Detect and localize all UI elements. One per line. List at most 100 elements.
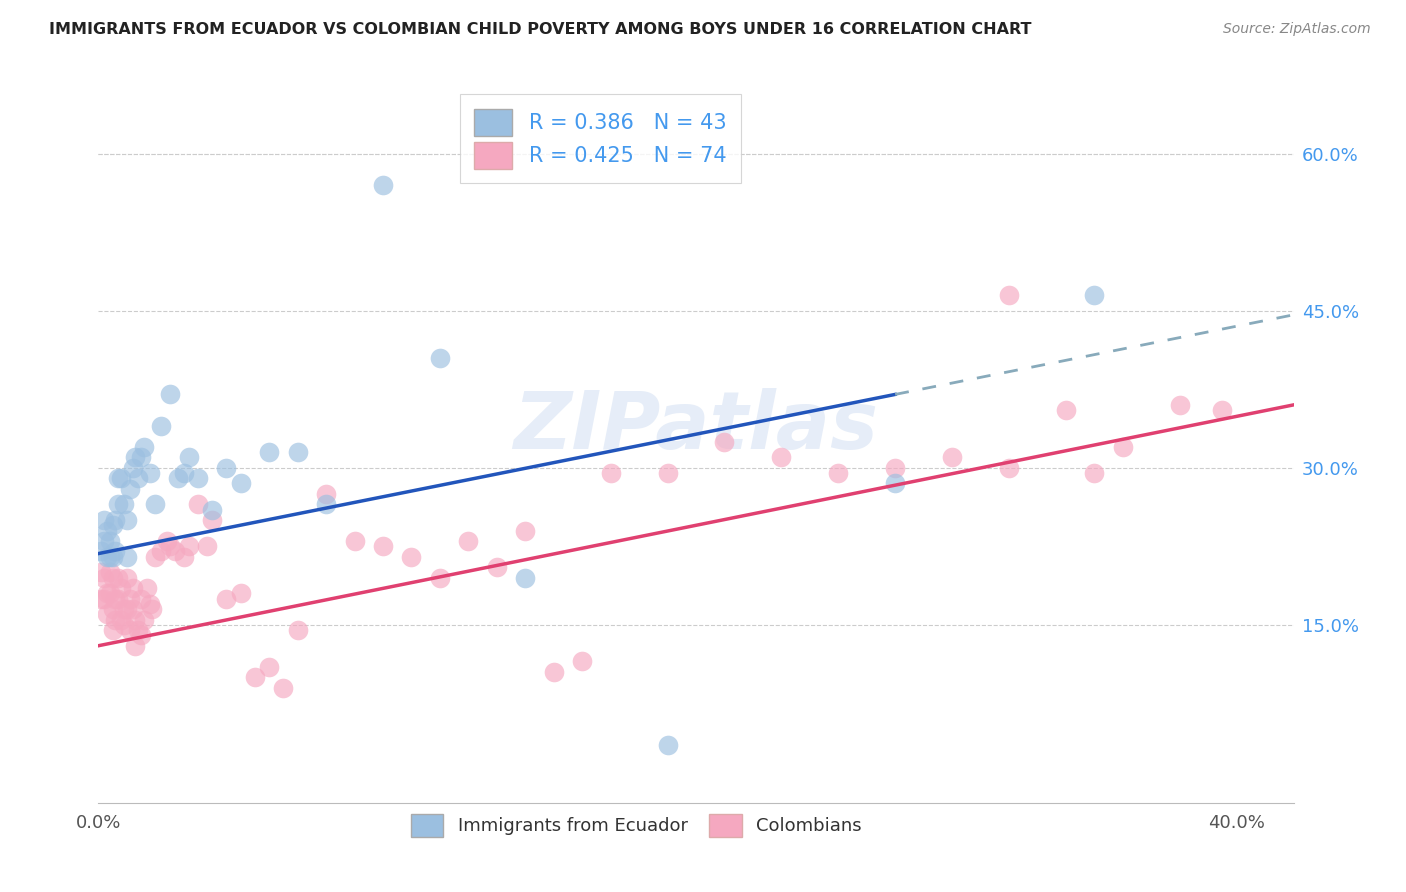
Point — [124, 613, 146, 627]
Point — [287, 623, 309, 637]
Point — [90, 544, 112, 558]
Point — [98, 566, 121, 580]
Point — [101, 549, 124, 564]
Point — [315, 487, 337, 501]
Point — [884, 476, 907, 491]
Point — [150, 418, 173, 433]
Point — [124, 639, 146, 653]
Point — [343, 534, 366, 549]
Point — [96, 586, 118, 600]
Point — [129, 450, 152, 465]
Point — [112, 617, 135, 632]
Point — [141, 602, 163, 616]
Point — [121, 581, 143, 595]
Point — [257, 659, 280, 673]
Text: ZIPatlas: ZIPatlas — [513, 388, 879, 467]
Point — [1168, 398, 1191, 412]
Point — [457, 534, 479, 549]
Point — [138, 466, 160, 480]
Point — [129, 628, 152, 642]
Point — [129, 591, 152, 606]
Point — [107, 571, 129, 585]
Point — [118, 623, 141, 637]
Point — [127, 623, 149, 637]
Point — [229, 476, 252, 491]
Point — [101, 602, 124, 616]
Point — [115, 571, 138, 585]
Point — [96, 524, 118, 538]
Point — [110, 613, 132, 627]
Point — [104, 613, 127, 627]
Point — [101, 623, 124, 637]
Point — [93, 534, 115, 549]
Point — [429, 571, 451, 585]
Point — [243, 670, 266, 684]
Point — [93, 571, 115, 585]
Point — [121, 460, 143, 475]
Point — [179, 539, 201, 553]
Point — [107, 591, 129, 606]
Point — [599, 466, 621, 480]
Point — [110, 471, 132, 485]
Point — [884, 460, 907, 475]
Point — [998, 460, 1021, 475]
Point — [165, 544, 187, 558]
Point — [429, 351, 451, 365]
Point — [1112, 440, 1135, 454]
Point — [657, 466, 679, 480]
Point — [371, 539, 394, 553]
Point — [107, 497, 129, 511]
Point — [98, 586, 121, 600]
Point — [159, 539, 181, 553]
Point — [173, 466, 195, 480]
Point — [770, 450, 793, 465]
Legend: Immigrants from Ecuador, Colombians: Immigrants from Ecuador, Colombians — [399, 803, 873, 848]
Point — [167, 471, 190, 485]
Point — [173, 549, 195, 564]
Point — [138, 597, 160, 611]
Point — [998, 288, 1021, 302]
Point — [1083, 288, 1105, 302]
Point — [93, 513, 115, 527]
Point — [543, 665, 565, 679]
Point — [150, 544, 173, 558]
Point — [118, 482, 141, 496]
Point — [107, 471, 129, 485]
Point — [179, 450, 201, 465]
Point — [1054, 403, 1077, 417]
Point — [96, 549, 118, 564]
Point — [401, 549, 423, 564]
Point — [371, 178, 394, 192]
Point — [115, 513, 138, 527]
Point — [1083, 466, 1105, 480]
Point — [101, 518, 124, 533]
Point — [187, 471, 209, 485]
Point — [215, 591, 238, 606]
Point — [112, 602, 135, 616]
Point — [110, 581, 132, 595]
Point — [101, 571, 124, 585]
Point — [104, 544, 127, 558]
Point — [121, 602, 143, 616]
Point — [115, 549, 138, 564]
Point — [201, 513, 224, 527]
Point — [143, 497, 166, 511]
Point — [124, 450, 146, 465]
Point — [1211, 403, 1233, 417]
Point — [132, 440, 155, 454]
Point — [112, 497, 135, 511]
Point — [115, 602, 138, 616]
Point — [485, 560, 508, 574]
Point — [201, 502, 224, 516]
Point — [135, 581, 157, 595]
Point — [229, 586, 252, 600]
Point — [195, 539, 218, 553]
Point — [118, 591, 141, 606]
Point — [187, 497, 209, 511]
Point — [657, 738, 679, 752]
Point — [90, 591, 112, 606]
Point — [143, 549, 166, 564]
Point — [90, 566, 112, 580]
Point — [515, 524, 537, 538]
Point — [127, 471, 149, 485]
